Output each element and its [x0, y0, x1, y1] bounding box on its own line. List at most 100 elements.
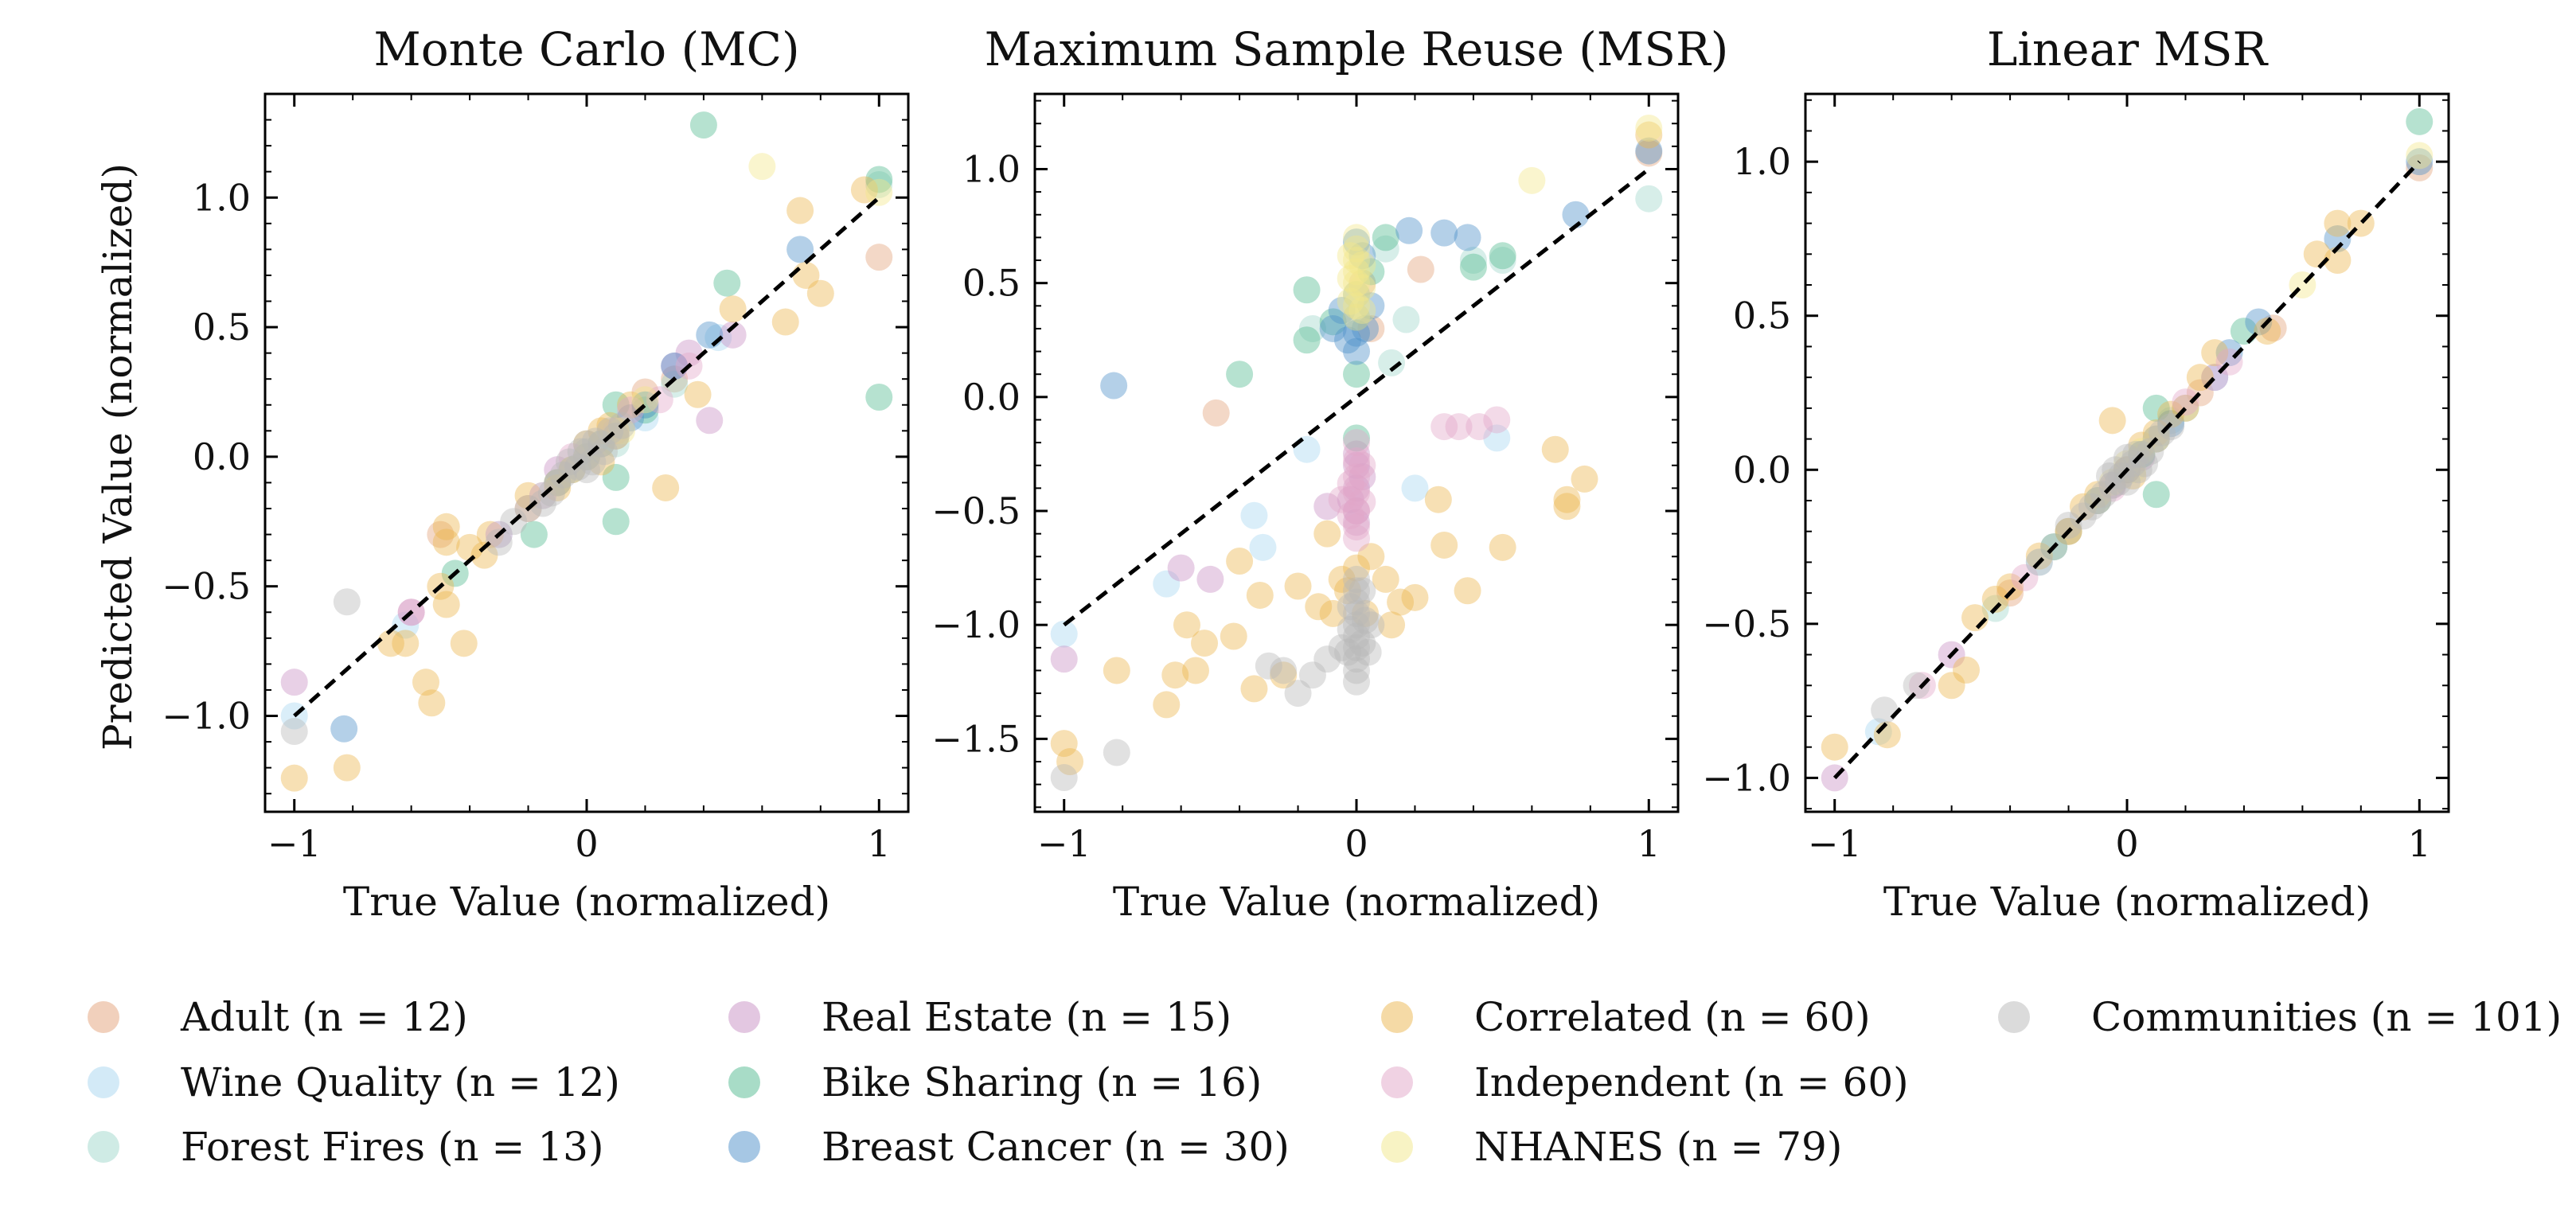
y-tick-label: 0.5	[193, 306, 251, 349]
point-bike-sharing	[631, 396, 659, 424]
point-correlated	[602, 422, 630, 450]
point-bike-sharing	[865, 383, 893, 411]
point-nhanes	[608, 417, 636, 445]
point-communities	[1343, 634, 1370, 661]
point-nhanes	[2406, 142, 2434, 170]
point-correlated	[2254, 318, 2281, 345]
point-real-estate	[719, 321, 747, 349]
point-correlated	[1430, 531, 1458, 559]
point-independent	[1343, 524, 1370, 552]
point-communities	[573, 430, 600, 458]
legend-item: Independent (n = 60)	[1381, 1059, 1909, 1105]
point-communities	[1348, 577, 1376, 605]
point-forest-fires	[1372, 235, 1399, 263]
point-independent	[1445, 413, 1473, 441]
point-breast-cancer	[2245, 308, 2273, 336]
point-correlated	[1372, 565, 1399, 593]
points	[280, 111, 893, 792]
point-independent	[617, 396, 645, 424]
legend-label: Independent (n = 60)	[1474, 1059, 1909, 1105]
legend-item: Adult (n = 12)	[88, 994, 468, 1040]
point-independent	[1343, 479, 1370, 507]
point-bike-sharing	[1459, 253, 1487, 281]
point-nhanes	[1337, 264, 1364, 292]
point-breast-cancer	[1395, 216, 1423, 244]
point-adult	[1202, 399, 1230, 427]
legend-item: Correlated (n = 60)	[1381, 994, 1871, 1040]
point-communities	[1298, 661, 1326, 689]
points	[1821, 107, 2434, 792]
point-correlated	[1387, 588, 1415, 616]
point-correlated	[412, 669, 439, 696]
point-wine-quality	[1050, 620, 1078, 648]
legend-label: Wine Quality (n = 12)	[181, 1059, 620, 1105]
legend-marker	[728, 1066, 760, 1098]
point-correlated	[2142, 419, 2170, 446]
point-correlated	[1343, 554, 1370, 582]
point-independent	[1343, 447, 1370, 475]
point-correlated	[476, 520, 504, 548]
panel-2: Maximum Sample Reuse (MSR) True Value (no…	[931, 22, 1728, 925]
point-nhanes	[1337, 287, 1364, 315]
point-wine-quality	[1483, 424, 1511, 452]
point-bike-sharing	[1343, 424, 1370, 452]
point-correlated	[1424, 485, 1452, 513]
point-bike-sharing	[602, 391, 630, 419]
point-correlated	[1357, 543, 1385, 571]
point-communities	[1348, 630, 1376, 657]
point-correlated	[1938, 672, 1965, 700]
point-correlated	[1161, 661, 1189, 689]
point-independent	[1466, 413, 1493, 441]
point-adult	[1357, 314, 1385, 342]
point-breast-cancer	[661, 352, 689, 380]
point-nhanes	[1343, 269, 1370, 297]
legend: Adult (n = 12) Wine Quality (n = 12) Fores…	[88, 994, 2562, 1170]
point-nhanes	[1348, 297, 1376, 325]
point-correlated	[1953, 656, 1980, 684]
legend-marker	[88, 1066, 119, 1098]
point-correlated	[1305, 593, 1333, 621]
point-correlated	[1489, 533, 1516, 561]
legend-marker	[1381, 1131, 1413, 1163]
legend-marker	[1381, 1001, 1413, 1033]
point-correlated	[1284, 572, 1312, 600]
point-breast-cancer	[1352, 314, 1380, 342]
point-communities	[2125, 456, 2153, 484]
point-nhanes	[1343, 224, 1370, 251]
legend-marker	[1381, 1066, 1413, 1098]
point-communities	[2055, 511, 2082, 539]
point-correlated	[432, 528, 460, 556]
legend-label: Bike Sharing (n = 16)	[822, 1059, 1262, 1105]
point-adult	[1635, 139, 1663, 167]
point-nhanes	[1343, 235, 1370, 263]
point-wine-quality	[1401, 474, 1429, 502]
point-correlated	[544, 474, 572, 501]
legend-marker	[728, 1131, 760, 1163]
point-nhanes	[1343, 258, 1370, 286]
point-forest-fires	[1392, 306, 1420, 333]
point-correlated	[1333, 577, 1361, 605]
points	[1050, 114, 1663, 792]
y-tick-label: −1.5	[931, 717, 1021, 760]
point-wine-quality	[1249, 533, 1277, 561]
point-independent	[1483, 406, 1511, 434]
x-tick-label: 0	[2115, 822, 2138, 865]
point-bike-sharing	[1357, 258, 1385, 286]
point-communities	[591, 438, 619, 466]
point-breast-cancer	[1343, 319, 1370, 347]
point-correlated	[1319, 599, 1347, 627]
point-real-estate	[1343, 509, 1370, 536]
legend-item: Communities (n = 101)	[1998, 994, 2562, 1040]
point-correlated	[1553, 493, 1581, 520]
point-correlated	[587, 448, 615, 476]
point-real-estate	[1343, 440, 1370, 468]
point-correlated	[470, 541, 498, 569]
point-communities	[1343, 645, 1370, 673]
point-communities	[1255, 652, 1282, 680]
point-independent	[1343, 513, 1370, 541]
point-correlated	[2084, 481, 2112, 509]
point-independent	[1348, 451, 1376, 479]
point-correlated	[1191, 630, 1219, 657]
point-correlated	[1378, 611, 1406, 639]
point-nhanes	[1343, 280, 1370, 308]
